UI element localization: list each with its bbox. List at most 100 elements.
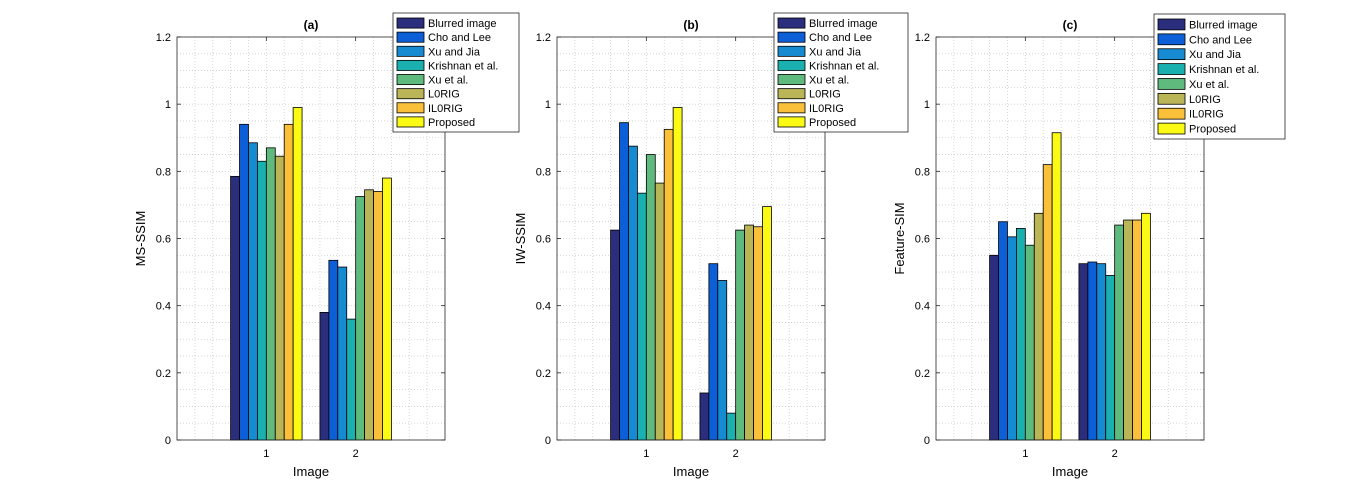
panel-title: (c) [1063, 18, 1078, 32]
y-tick-label: 0 [924, 435, 930, 447]
legend-label: IL0RIG [809, 103, 844, 115]
legend-label: Proposed [1189, 124, 1236, 136]
y-tick-label: 1 [924, 99, 930, 111]
bar-xu-et-al--img2 [1114, 224, 1124, 441]
y-tick-label: 0.2 [915, 368, 930, 380]
bar-krishnan-et-al--img2 [726, 412, 737, 441]
panel-title: (a) [304, 18, 319, 32]
y-tick-label: 0.6 [915, 234, 930, 246]
bar-il0rig-img1 [1042, 164, 1053, 441]
y-tick-label: 0.8 [915, 166, 930, 178]
y-tick-label: 0.4 [915, 301, 930, 313]
bar-xu-et-al--img1 [265, 147, 276, 441]
y-tick-label: 0.4 [536, 301, 551, 313]
bar-il0rig-img1 [283, 123, 294, 441]
y-tick-label: 1.2 [536, 32, 551, 44]
bar-proposed-img2 [382, 177, 392, 441]
legend-swatch [1157, 107, 1186, 120]
bar-l0rig-img1 [274, 155, 285, 441]
x-tick-label: 1 [1022, 448, 1028, 460]
bar-xu-and-jia-img2 [717, 280, 728, 441]
x-tick-label: 1 [263, 448, 269, 460]
bar-xu-and-jia-img1 [248, 142, 258, 441]
legend-swatch [396, 31, 425, 43]
legend-swatch [1157, 33, 1186, 46]
bar-l0rig-img2 [364, 189, 374, 441]
bar-krishnan-et-al--img1 [637, 192, 647, 441]
legend-swatch [777, 59, 806, 71]
legend-label: Cho and Lee [428, 32, 491, 44]
legend-swatch [777, 116, 806, 128]
bar-l0rig-img2 [744, 224, 754, 441]
bar-xu-and-jia-img1 [1007, 236, 1017, 441]
bar-proposed-img2 [1141, 212, 1151, 441]
bar-blurred-image-img2 [699, 392, 710, 441]
bar-krishnan-et-al--img2 [346, 318, 357, 441]
legend-label: Krishnan et al. [428, 60, 498, 72]
bar-xu-et-al--img2 [735, 229, 746, 441]
legend-swatch [396, 45, 425, 57]
bar-il0rig-img2 [753, 226, 763, 441]
y-tick-label: 1 [545, 99, 551, 111]
x-axis-label: Image [673, 464, 709, 479]
legend-swatch [777, 102, 806, 114]
chart-panel-c: 0 0.2 0.4 0.6 0.8 1 1.2 1 2 Image Feature-SIM (c) Bl… [892, 13, 1286, 479]
bar-l0rig-img1 [1033, 212, 1044, 441]
bar-xu-et-al--img2 [355, 196, 365, 441]
legend-swatch [396, 59, 425, 71]
bar-cho-and-lee-img2 [328, 259, 339, 441]
x-tick-label: 1 [643, 448, 649, 460]
y-tick-label: 0 [165, 435, 171, 447]
legend-label: Cho and Lee [809, 32, 872, 44]
bar-blurred-image-img1 [989, 254, 999, 441]
legend-label: Proposed [428, 117, 475, 129]
bar-xu-and-jia-img2 [337, 266, 348, 441]
legend-label: Cho and Lee [1189, 34, 1252, 46]
legend-swatch [396, 88, 425, 100]
bar-il0rig-img1 [663, 128, 674, 441]
legend-swatch [777, 31, 806, 43]
bar-proposed-img1 [672, 107, 683, 441]
legend-swatch [396, 116, 425, 128]
y-tick-label: 0.2 [536, 368, 551, 380]
legend-label: Blurred image [809, 18, 877, 30]
y-tick-label: 1.2 [156, 32, 171, 44]
legend-label: Xu and Jia [809, 46, 862, 58]
bar-blurred-image-img2 [1078, 263, 1089, 441]
bar-cho-and-lee-img2 [1087, 261, 1098, 441]
bar-blurred-image-img2 [319, 311, 330, 441]
legend-label: Krishnan et al. [809, 60, 879, 72]
legend-label: Xu and Jia [428, 46, 481, 58]
legend: Blurred image Cho and Lee Xu and Jia Krishn… [773, 12, 909, 133]
bar-il0rig-img2 [1132, 219, 1142, 441]
legend-swatch [1157, 92, 1186, 105]
y-tick-label: 0 [545, 435, 551, 447]
x-axis-label: Image [293, 464, 329, 479]
y-tick-label: 0.4 [156, 301, 171, 313]
legend-label: Blurred image [428, 18, 496, 30]
legend-swatch [396, 17, 425, 29]
legend-swatch [1157, 63, 1186, 75]
legend: Blurred image Cho and Lee Xu and Jia Krishn… [1153, 13, 1286, 140]
y-axis-label: IW-SSIM [513, 213, 528, 265]
legend-label: Xu et al. [809, 75, 849, 87]
bar-l0rig-img2 [1123, 219, 1133, 441]
legend-label: IL0RIG [1189, 109, 1224, 121]
legend-swatch [1157, 122, 1186, 135]
y-tick-label: 0.6 [536, 234, 551, 246]
bar-xu-and-jia-img2 [1096, 263, 1107, 441]
x-tick-label: 2 [353, 448, 359, 460]
legend: Blurred image Cho and Lee Xu and Jia Krishn… [392, 12, 520, 133]
legend-label: Xu and Jia [1189, 49, 1242, 61]
bar-cho-and-lee-img2 [708, 263, 719, 441]
y-tick-label: 0.6 [156, 234, 171, 246]
bar-blurred-image-img1 [610, 229, 620, 441]
legend-swatch [777, 74, 806, 86]
bar-cho-and-lee-img1 [619, 122, 629, 441]
bar-cho-and-lee-img1 [998, 221, 1008, 441]
bar-l0rig-img1 [654, 182, 665, 441]
y-axis-label: Feature-SIM [892, 202, 907, 274]
x-tick-label: 2 [733, 448, 739, 460]
legend-swatch [777, 17, 806, 29]
